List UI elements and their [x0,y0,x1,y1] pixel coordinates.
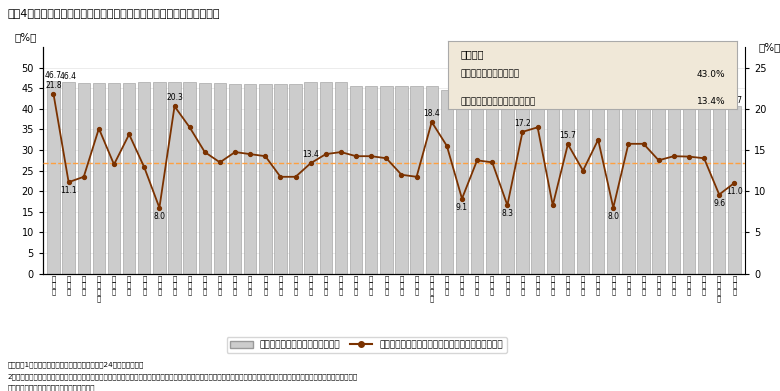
Bar [183,82,196,274]
Bar [93,83,105,274]
Bar [275,84,286,274]
Text: 従事する者を指す。公務員も含まれる。: 従事する者を指す。公務員も含まれる。 [8,384,95,391]
Bar [48,81,60,274]
Text: （備考）1．総務省「就業構造基本調査」（平成24年）より作成。: （備考）1．総務省「就業構造基本調査」（平成24年）より作成。 [8,362,144,368]
Text: 【全国】: 【全国】 [460,49,484,59]
Bar [531,90,544,274]
Bar [199,83,211,274]
Text: 17.2: 17.2 [514,119,531,128]
Bar [682,100,695,274]
Text: 40.7: 40.7 [726,96,743,105]
Bar [668,97,680,274]
Bar [259,84,271,274]
Bar [153,82,165,274]
Bar [365,86,378,274]
Bar [637,95,650,274]
Text: 管理的職業従事者に占める割合: 管理的職業従事者に占める割合 [460,97,535,106]
Bar [728,106,740,274]
Text: 8.0: 8.0 [154,212,165,221]
Text: 11.1: 11.1 [60,187,77,196]
Bar [713,106,725,274]
Bar [320,82,332,274]
Bar [471,88,484,274]
Bar [698,102,711,274]
Text: 有業者総数に占める割合: 有業者総数に占める割合 [460,70,519,79]
Bar [77,83,90,274]
Legend: 有業者総数に占める割合（女性）, 管理的職業従事者に占める割合（女性）（右目盛）: 有業者総数に占める割合（女性）, 管理的職業従事者に占める割合（女性）（右目盛） [226,337,507,353]
Text: 8.3: 8.3 [502,210,513,219]
Bar [441,90,453,274]
Bar [380,86,392,274]
Text: 46.7: 46.7 [45,71,62,80]
Text: 46.4: 46.4 [60,72,77,81]
Bar [562,97,574,274]
Text: 13.4%: 13.4% [697,97,725,106]
Text: 図表4　有業者と管理的職業従事者に占める女性の割合（都道府県別）: 図表4 有業者と管理的職業従事者に占める女性の割合（都道府県別） [8,8,220,18]
Bar [456,91,468,274]
Bar [607,94,619,274]
Text: 18.4: 18.4 [424,109,440,118]
Bar [516,90,529,274]
Bar [123,83,136,274]
Text: 13.4: 13.4 [303,150,319,159]
Text: 43.0%: 43.0% [697,70,725,79]
Bar [138,82,151,274]
Bar [229,84,241,274]
Bar [577,94,589,274]
Bar [108,83,120,274]
Bar [304,82,317,274]
Text: 20.3: 20.3 [166,93,183,102]
Text: 2．管理的職業従事者とは、事業経営方針の決定・経営方針に基づく執行計画の樹立・作業の監督・統制等、経営体の全般又は課（課相当を含む）以上の内部組織の経営・管理に: 2．管理的職業従事者とは、事業経営方針の決定・経営方針に基づく執行計画の樹立・作… [8,373,358,380]
Bar [486,91,498,274]
Bar [395,86,408,274]
Bar [622,95,635,274]
Text: 11.0: 11.0 [726,187,743,196]
Text: 9.6: 9.6 [713,199,725,208]
Bar [335,82,347,274]
Bar [547,90,559,274]
Text: 43.0: 43.0 [559,86,576,95]
Bar [652,97,665,274]
Bar [350,86,362,274]
Text: 8.0: 8.0 [608,212,619,221]
Text: 9.1: 9.1 [456,203,468,212]
Bar [244,84,257,274]
Bar [502,90,513,274]
Bar [426,86,438,274]
Bar [289,84,302,274]
Text: 21.8: 21.8 [45,81,62,90]
Text: 40.8: 40.8 [711,95,728,104]
Y-axis label: （%）: （%） [14,32,37,42]
Bar [410,86,423,274]
Bar [62,83,75,274]
Bar [592,94,604,274]
Bar [214,83,226,274]
Y-axis label: （%）: （%） [758,42,780,52]
Text: 15.7: 15.7 [559,131,576,140]
Bar [168,82,181,274]
